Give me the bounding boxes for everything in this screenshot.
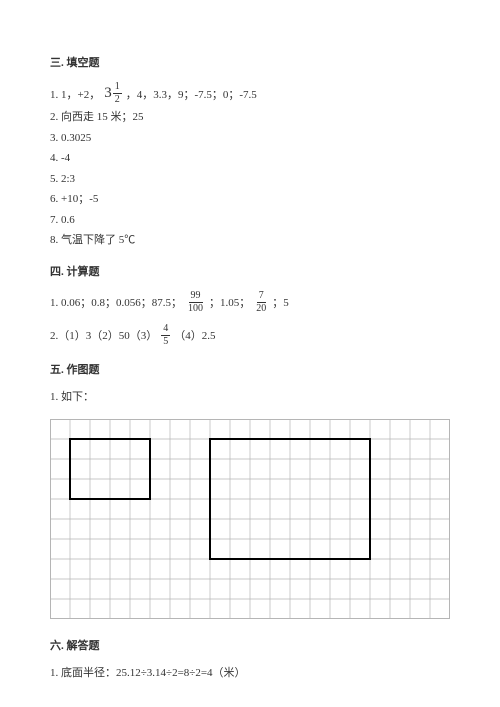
s4-q2-a: 2.（1）3（2）50（3） (50, 327, 157, 343)
s5-line1: 1. 如下： (50, 389, 450, 406)
s4-q2-b: （4）2.5 (174, 327, 215, 343)
s4-q1-a: 1. 0.06；0.8；0.056；87.5； (50, 294, 182, 310)
section3-answers: 1. 1，+2， 3 1 2 ，4，3.3，9；-7.5；0；-7.5 2. 向… (50, 82, 450, 249)
section5-title: 五. 作图题 (50, 361, 450, 377)
s4-q2-frac: 4 5 (161, 324, 170, 347)
s4-q1-mid: ；1.05； (209, 294, 250, 310)
s3-line2: 2. 向西走 15 米；25 (50, 109, 450, 126)
s3-q1-mixed-fraction: 3 1 2 (104, 82, 122, 105)
s4-q1: 1. 0.06；0.8；0.056；87.5； 99 100 ；1.05； 7 … (50, 291, 450, 314)
s3-q1: 1. 1，+2， 3 1 2 ，4，3.3，9；-7.5；0；-7.5 (50, 82, 450, 105)
grid-svg (50, 419, 450, 619)
frac-den: 2 (113, 94, 122, 105)
frac-num: 99 (189, 291, 203, 303)
s3-line8: 8. 气温下降了 5℃ (50, 232, 450, 249)
s4-q1-frac2: 7 20 (254, 291, 268, 314)
s3-line5: 5. 2:3 (50, 171, 450, 188)
s3-line7: 7. 0.6 (50, 212, 450, 229)
s3-line4: 4. -4 (50, 150, 450, 167)
s3-q1-suffix: ，4，3.3，9；-7.5；0；-7.5 (126, 86, 257, 102)
drawing-grid (50, 419, 450, 619)
frac-den: 20 (254, 303, 268, 314)
s3-line6: 6. +10；-5 (50, 191, 450, 208)
section6-title: 六. 解答题 (50, 637, 450, 653)
s4-q1-tail: ；5 (272, 294, 289, 310)
frac-den: 100 (186, 303, 205, 314)
section3-title: 三. 填空题 (50, 54, 450, 70)
s4-q2: 2.（1）3（2）50（3） 4 5 （4）2.5 (50, 324, 450, 347)
frac-num: 4 (161, 324, 170, 336)
frac-num: 1 (113, 82, 122, 94)
s6-line1: 1. 底面半径：25.12÷3.14÷2=8÷2=4（米） (50, 665, 450, 682)
section4-title: 四. 计算题 (50, 263, 450, 279)
mixed-whole: 3 (104, 85, 112, 102)
s3-line3: 3. 0.3025 (50, 130, 450, 147)
s4-q1-frac1: 99 100 (186, 291, 205, 314)
frac-den: 5 (161, 336, 170, 347)
mixed-frac-part: 1 2 (113, 82, 122, 105)
frac-num: 7 (257, 291, 266, 303)
section4-answers: 1. 0.06；0.8；0.056；87.5； 99 100 ；1.05； 7 … (50, 291, 450, 347)
s3-q1-prefix: 1. 1，+2， (50, 86, 100, 102)
